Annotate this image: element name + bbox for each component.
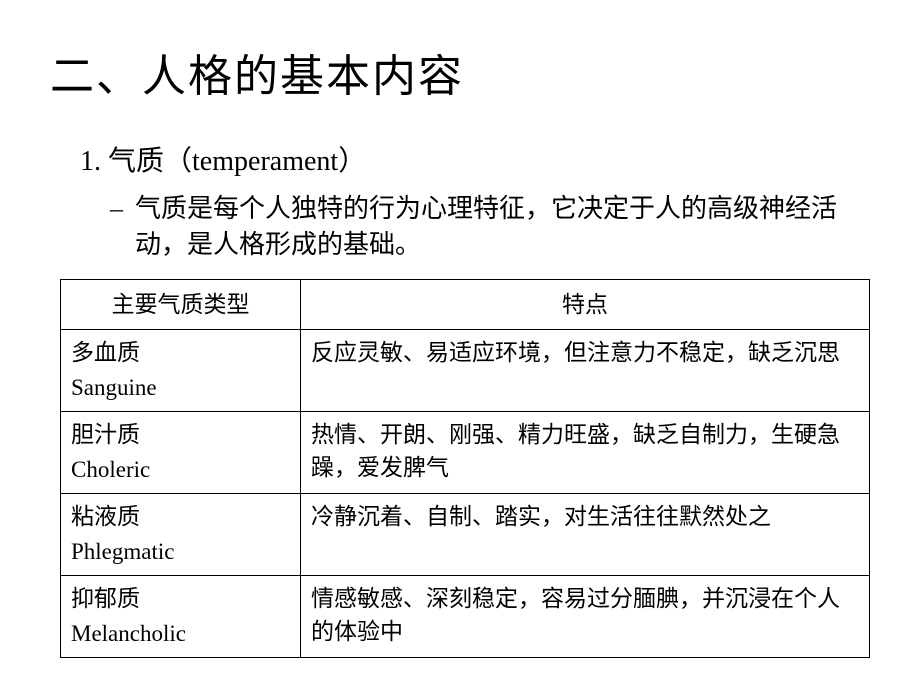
- table-cell-type: 抑郁质 Melancholic: [61, 576, 301, 658]
- type-en: Choleric: [71, 453, 290, 488]
- type-cn: 胆汁质: [71, 418, 290, 453]
- section-heading-en: temperament: [192, 146, 338, 177]
- table-row: 胆汁质 Choleric 热情、开朗、刚强、精力旺盛，缺乏自制力，生硬急躁，爱发…: [61, 412, 870, 494]
- table-cell-feature: 情感敏感、深刻稳定，容易过分腼腆，并沉浸在个人的体验中: [301, 576, 870, 658]
- table-cell-feature: 反应灵敏、易适应环境，但注意力不稳定，缺乏沉思: [301, 330, 870, 412]
- type-cn: 抑郁质: [71, 582, 290, 617]
- table-cell-type: 多血质 Sanguine: [61, 330, 301, 412]
- section-description: 气质是每个人独特的行为心理特征，它决定于人的高级神经活动，是人格形成的基础。: [135, 191, 870, 264]
- temperament-table: 主要气质类型 特点 多血质 Sanguine 反应灵敏、易适应环境，但注意力不稳…: [60, 279, 870, 658]
- type-en: Phlegmatic: [71, 535, 290, 570]
- table-row: 抑郁质 Melancholic 情感敏感、深刻稳定，容易过分腼腆，并沉浸在个人的…: [61, 576, 870, 658]
- table-cell-type: 胆汁质 Choleric: [61, 412, 301, 494]
- page-marker: ·: [458, 335, 463, 351]
- table-cell-feature: 冷静沉着、自制、踏实，对生活往往默然处之: [301, 494, 870, 576]
- temperament-table-wrapper: 主要气质类型 特点 多血质 Sanguine 反应灵敏、易适应环境，但注意力不稳…: [60, 279, 870, 658]
- section-number: 1.: [80, 146, 101, 177]
- paren-close: ）: [338, 146, 366, 177]
- table-row: 多血质 Sanguine 反应灵敏、易适应环境，但注意力不稳定，缺乏沉思: [61, 330, 870, 412]
- section-heading: 1. 气质（temperament）: [80, 139, 870, 179]
- table-row: 粘液质 Phlegmatic 冷静沉着、自制、踏实，对生活往往默然处之: [61, 494, 870, 576]
- type-en: Sanguine: [71, 371, 290, 406]
- type-en: Melancholic: [71, 617, 290, 652]
- type-cn: 粘液质: [71, 500, 290, 535]
- type-cn: 多血质: [71, 336, 290, 371]
- page-title: 二、人格的基本内容: [50, 40, 870, 104]
- table-cell-type: 粘液质 Phlegmatic: [61, 494, 301, 576]
- table-cell-feature: 热情、开朗、刚强、精力旺盛，缺乏自制力，生硬急躁，爱发脾气: [301, 412, 870, 494]
- table-header-feature: 特点: [301, 279, 870, 329]
- paren-open: （: [164, 146, 192, 177]
- table-header-row: 主要气质类型 特点: [61, 279, 870, 329]
- table-header-type: 主要气质类型: [61, 279, 301, 329]
- section-heading-cn: 气质: [108, 146, 164, 177]
